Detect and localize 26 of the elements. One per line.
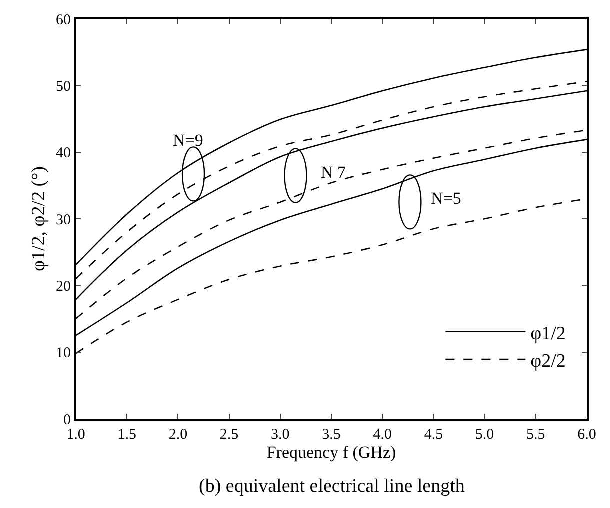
y-tick-label: 50 [56,78,71,95]
x-tick-label: 4.5 [424,427,444,443]
legend-label: φ1/2 [530,323,566,344]
x-tick-label: 1.0 [66,427,86,443]
x-tick-label: 3.5 [322,427,341,443]
annotation: N 7 [321,163,347,182]
x-tick-label: 4.0 [373,427,392,443]
x-tick-label: 2.5 [220,427,239,443]
y-tick-label: 30 [56,212,71,228]
text: (b) equivalent electrical line length [199,476,466,497]
y-tick-label: 10 [56,346,71,362]
y-tick-label: 20 [56,278,71,295]
x-tick-label: 1.5 [118,427,136,443]
x-tick-label: 2.0 [168,427,188,443]
x-tick-label: 6.0 [578,427,596,443]
y-tick-label: 60 [56,12,71,28]
x-tick-label: 3.0 [271,427,290,443]
annotation: N=5 [431,189,462,208]
y-tick-label: 40 [56,146,71,162]
y-axis-title: φ1/2, φ2/2 (°) [28,166,50,272]
legend-label: φ2/2 [530,350,566,372]
y-tick-label: 0 [64,412,71,428]
x-tick-label: 5.0 [475,427,494,443]
annotation: N=9 [173,131,204,150]
x-tick-label: 5.5 [526,427,546,443]
x-axis-title: Frequency f (GHz) [266,443,396,462]
